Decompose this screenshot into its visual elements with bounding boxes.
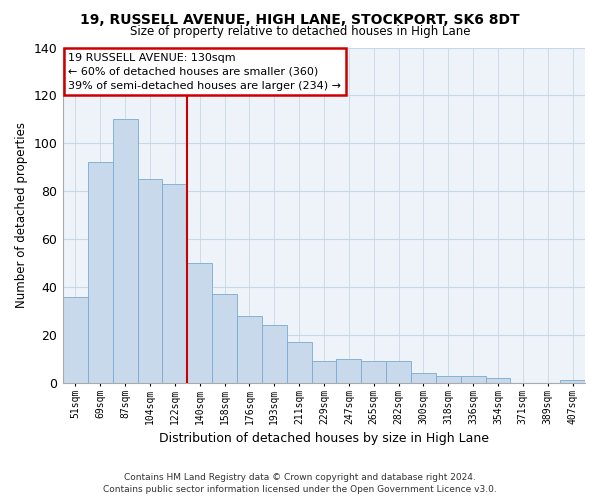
Bar [187, 263, 212, 383]
Bar [337, 359, 361, 383]
Bar [411, 374, 436, 383]
Bar [237, 316, 262, 383]
Bar [485, 378, 511, 383]
Bar [311, 362, 337, 383]
Bar [88, 162, 113, 383]
Y-axis label: Number of detached properties: Number of detached properties [15, 122, 28, 308]
Text: 19 RUSSELL AVENUE: 130sqm
← 60% of detached houses are smaller (360)
39% of semi: 19 RUSSELL AVENUE: 130sqm ← 60% of detac… [68, 52, 341, 90]
Bar [361, 362, 386, 383]
Bar [262, 326, 287, 383]
Bar [212, 294, 237, 383]
Text: Size of property relative to detached houses in High Lane: Size of property relative to detached ho… [130, 25, 470, 38]
Bar [137, 179, 163, 383]
X-axis label: Distribution of detached houses by size in High Lane: Distribution of detached houses by size … [159, 432, 489, 445]
Bar [461, 376, 485, 383]
Bar [560, 380, 585, 383]
Bar [287, 342, 311, 383]
Bar [63, 296, 88, 383]
Bar [436, 376, 461, 383]
Bar [386, 362, 411, 383]
Text: 19, RUSSELL AVENUE, HIGH LANE, STOCKPORT, SK6 8DT: 19, RUSSELL AVENUE, HIGH LANE, STOCKPORT… [80, 12, 520, 26]
Bar [163, 184, 187, 383]
Text: Contains HM Land Registry data © Crown copyright and database right 2024.
Contai: Contains HM Land Registry data © Crown c… [103, 473, 497, 494]
Bar [113, 120, 137, 383]
